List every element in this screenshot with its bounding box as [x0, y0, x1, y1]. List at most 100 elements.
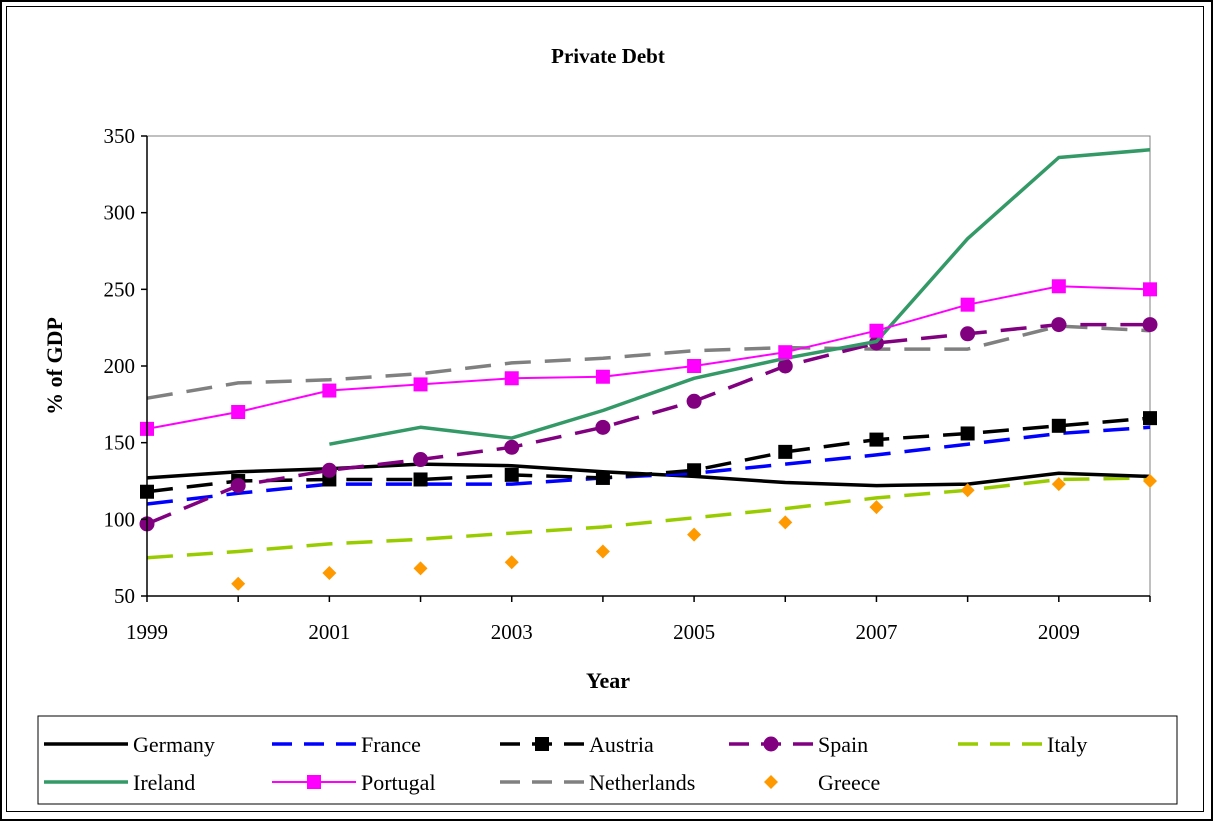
series-italy [146, 476, 1151, 560]
axis-layer: 50 100 150 200 250 300 350 1999 2001 2003 2005 2007… [104, 124, 1151, 644]
series-line-italy [146, 476, 1151, 560]
x-tick-label: 1999 [126, 620, 168, 644]
x-tick-label: 2001 [308, 620, 350, 644]
legend-label-ireland: Ireland [133, 770, 195, 795]
legend-label-spain: Spain [818, 732, 868, 757]
data-point-portugal [1051, 279, 1066, 294]
data-point-austria [504, 467, 519, 482]
legend-item-greece: Greece [764, 770, 880, 795]
data-point-greece [504, 555, 519, 570]
series-line-france [146, 425, 1151, 506]
legend-label-portugal: Portugal [361, 770, 436, 795]
data-point-austria [687, 463, 702, 478]
series-austria [140, 411, 1157, 499]
legend-marker-portugal [307, 775, 321, 789]
y-tick-label: 250 [104, 277, 136, 301]
data-point-portugal [413, 377, 428, 392]
data-point-austria [1143, 411, 1157, 426]
data-point-portugal [322, 383, 337, 398]
legend-label-italy: Italy [1047, 732, 1087, 757]
data-point-austria [595, 470, 610, 485]
x-tick-label: 2007 [855, 620, 897, 644]
data-point-portugal [595, 369, 610, 384]
data-point-austria [413, 472, 428, 487]
legend-item-italy: Italy [958, 732, 1087, 757]
chart-frame-inner [6, 6, 1204, 812]
data-point-austria [778, 444, 793, 459]
series-ireland [329, 148, 1151, 446]
plot-area-border [146, 135, 1151, 597]
legend-label-netherlands: Netherlands [589, 770, 695, 795]
data-point-spain [960, 326, 976, 342]
data-point-austria [869, 432, 884, 447]
series-netherlands [146, 324, 1151, 400]
legend-label-austria: Austria [589, 732, 654, 757]
series-line-spain [146, 322, 1150, 526]
legend-label-france: France [361, 732, 421, 757]
chart-title: Private Debt [551, 44, 665, 68]
data-point-austria [1051, 418, 1066, 433]
data-point-greece [687, 527, 702, 542]
data-point-portugal [778, 345, 793, 360]
legend-label-germany: Germany [133, 732, 215, 757]
legend-label-greece: Greece [818, 770, 880, 795]
data-point-greece [1051, 477, 1066, 492]
legend-box [37, 715, 1178, 805]
data-point-portugal [1143, 282, 1157, 297]
legend: Germany France Austria Spain Italy Ireland Por… [44, 732, 1087, 795]
y-tick-label: 300 [104, 201, 136, 225]
y-tick-label: 350 [104, 124, 136, 148]
data-point-spain [686, 393, 702, 409]
legend-marker-spain [763, 736, 779, 752]
data-point-greece [413, 561, 428, 576]
plot-layer [139, 148, 1158, 591]
x-axis-label: Year [586, 668, 630, 693]
legend-item-netherlands: Netherlands [500, 770, 695, 795]
y-tick-label: 100 [104, 507, 136, 531]
legend-marker-greece [764, 775, 778, 789]
data-point-spain [413, 452, 429, 468]
y-tick-label: 200 [104, 354, 136, 378]
y-tick-label: 50 [114, 584, 135, 608]
series-line-austria [146, 416, 1151, 494]
data-point-spain [504, 439, 520, 455]
data-point-spain [777, 358, 793, 374]
legend-item-france: France [272, 732, 421, 757]
legend-item-germany: Germany [44, 732, 215, 757]
data-point-portugal [231, 405, 246, 419]
y-tick-label: 150 [104, 431, 136, 455]
series-france [146, 425, 1151, 506]
x-tick-label: 2009 [1038, 620, 1080, 644]
data-point-greece [595, 544, 610, 559]
series-spain [139, 317, 1158, 532]
data-point-greece [322, 566, 337, 580]
data-point-portugal [687, 359, 702, 373]
data-point-greece [869, 500, 884, 515]
data-point-portugal [504, 371, 519, 386]
data-point-greece [1143, 474, 1157, 488]
data-point-portugal [960, 297, 975, 312]
series-line-ireland [329, 148, 1151, 446]
y-axis-label: % of GDP [42, 317, 67, 415]
x-tick-label: 2003 [491, 620, 533, 644]
series-line-netherlands [146, 324, 1151, 400]
data-point-greece [231, 576, 246, 591]
data-point-spain [1142, 317, 1158, 333]
data-point-greece [960, 483, 975, 498]
data-point-austria [960, 426, 975, 441]
series-portugal [140, 279, 1157, 436]
data-point-greece [778, 515, 793, 530]
legend-item-austria: Austria [500, 732, 654, 757]
legend-marker-austria [535, 737, 549, 751]
data-point-spain [1051, 317, 1067, 333]
data-point-portugal [869, 323, 884, 338]
series-line-portugal [146, 285, 1151, 430]
legend-item-portugal: Portugal [272, 770, 436, 795]
legend-item-spain: Spain [729, 732, 868, 757]
legend-item-ireland: Ireland [44, 770, 195, 795]
data-point-spain [230, 478, 246, 494]
x-tick-label: 2005 [673, 620, 715, 644]
data-point-spain [595, 419, 611, 435]
